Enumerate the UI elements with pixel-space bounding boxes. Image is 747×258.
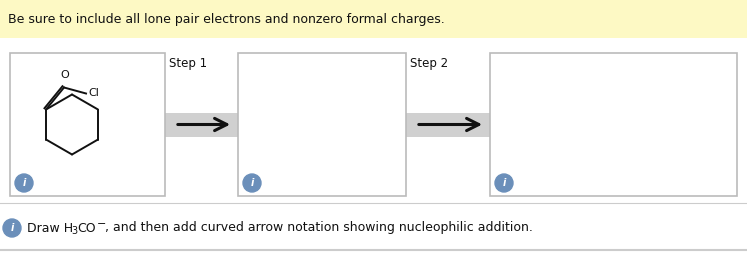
Text: Be sure to include all lone pair electrons and nonzero formal charges.: Be sure to include all lone pair electro… [8,12,444,26]
Bar [0,0,747,38]
Text: i: i [10,223,13,233]
Text: O: O [61,70,69,80]
Text: 3: 3 [71,226,77,236]
Text: i: i [502,178,506,188]
Text: Draw H: Draw H [27,222,73,235]
Circle shape [243,174,261,192]
Text: −: − [97,219,106,229]
Bar [165,112,238,136]
Bar [406,112,490,136]
Bar [490,53,737,196]
Circle shape [3,219,21,237]
Circle shape [495,174,513,192]
Text: Step 2: Step 2 [410,57,448,70]
Bar [238,53,406,196]
Text: , and then add curved arrow notation showing nucleophilic addition.: , and then add curved arrow notation sho… [105,222,533,235]
Circle shape [15,174,33,192]
Text: i: i [22,178,25,188]
Text: Cl: Cl [88,88,99,99]
Text: Step 1: Step 1 [169,57,207,70]
Text: i: i [250,178,254,188]
Text: CO: CO [77,222,96,235]
Bar [10,53,165,196]
